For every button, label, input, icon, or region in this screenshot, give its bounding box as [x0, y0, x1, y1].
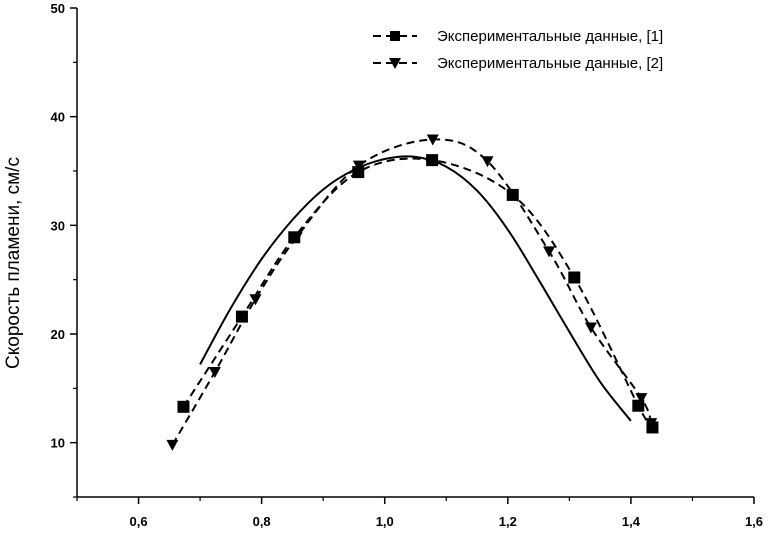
data-point-triangle [290, 232, 303, 244]
legend-marker-triangle [389, 58, 401, 69]
data-point-triangle [543, 246, 556, 258]
y-tick-label: 10 [51, 436, 65, 451]
data-point-triangle [635, 393, 648, 405]
y-tick-label: 50 [51, 1, 65, 16]
legend-entry-1: Экспериментальные данные, [1] [373, 28, 663, 45]
x-tick-label: 0,6 [130, 514, 148, 529]
series-layer [166, 134, 659, 451]
tick-labels: 0,6 0,8 1,0 1,2 1,4 1,6 10 20 30 40 50 [51, 1, 764, 529]
data-point-square [177, 400, 190, 413]
data-point-triangle [645, 418, 658, 430]
legend: Экспериментальные данные, [1] Эксперимен… [373, 28, 663, 72]
legend-label-1: Экспериментальные данные, [1] [437, 28, 663, 45]
data-point-square [235, 310, 248, 323]
y-tick-label: 40 [51, 110, 65, 125]
ticks [70, 7, 755, 504]
legend-marker-square [390, 31, 400, 41]
x-tick-label: 1,4 [622, 514, 641, 529]
y-tick-label: 30 [51, 218, 65, 233]
y-tick-label: 20 [51, 327, 65, 342]
series-line-3 [199, 155, 632, 422]
legend-entry-2: Экспериментальные данные, [2] [373, 55, 663, 72]
data-point-triangle [352, 160, 365, 172]
axes [76, 8, 754, 498]
legend-label-2: Экспериментальные данные, [2] [437, 55, 663, 72]
x-tick-label: 0,8 [253, 514, 271, 529]
series-line-2 [171, 138, 653, 446]
data-point-triangle [208, 367, 221, 379]
data-point-triangle [481, 156, 494, 168]
data-point-triangle [166, 439, 179, 451]
y-axis-title: Скорость пламени, см/с [3, 157, 24, 369]
data-point-triangle [249, 294, 262, 306]
data-point-square [568, 271, 581, 284]
data-point-triangle [426, 134, 439, 146]
data-point-triangle [584, 322, 597, 334]
x-tick-label: 1,0 [376, 514, 394, 529]
x-tick-label: 1,6 [745, 514, 763, 529]
x-tick-label: 1,2 [499, 514, 517, 529]
series-line-1 [182, 157, 654, 429]
